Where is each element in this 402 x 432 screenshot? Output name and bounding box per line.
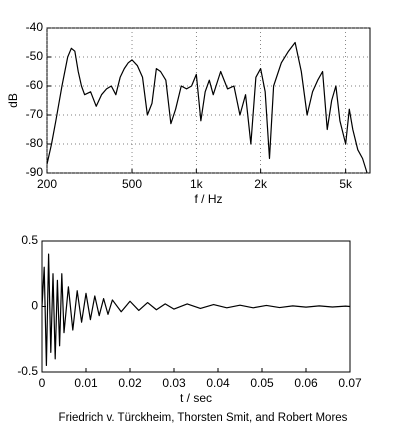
- caption: Friedrich v. Türckheim, Thorsten Smit, a…: [59, 412, 348, 424]
- x-tick-label: 0.01: [74, 376, 98, 390]
- x-tick-label: 0.03: [162, 376, 186, 390]
- x-tick-label: 5k: [339, 177, 353, 191]
- x-tick-label: 0.05: [250, 376, 274, 390]
- y-tick-label: 0.5: [21, 233, 38, 247]
- x-tick-label: 2k: [254, 177, 268, 191]
- x-tick-label: 200: [37, 177, 57, 191]
- y-tick-label: -90: [26, 165, 44, 179]
- data-line: [46, 41, 368, 174]
- data-line: [41, 253, 351, 367]
- x-tick-label: 0: [39, 376, 46, 390]
- y-tick-label: 0: [31, 299, 38, 313]
- y-tick-label: -80: [26, 136, 44, 150]
- x-axis-label: t / sec: [180, 391, 212, 405]
- x-tick-label: 500: [122, 177, 142, 191]
- y-tick-label: -70: [26, 107, 44, 121]
- x-tick-label: 0.07: [338, 376, 362, 390]
- x-tick-label: 0.02: [118, 376, 142, 390]
- y-tick-label: -40: [26, 20, 44, 34]
- x-axis-label: f / Hz: [194, 192, 222, 206]
- x-tick-label: 0.06: [294, 376, 318, 390]
- y-axis-label: dB: [6, 93, 20, 108]
- x-tick-label: 1k: [190, 177, 204, 191]
- y-tick-label: -0.5: [17, 364, 38, 378]
- y-tick-label: -50: [26, 49, 44, 63]
- x-tick-label: 0.04: [206, 376, 230, 390]
- y-tick-label: -60: [26, 78, 44, 92]
- plot-frame: [46, 27, 371, 174]
